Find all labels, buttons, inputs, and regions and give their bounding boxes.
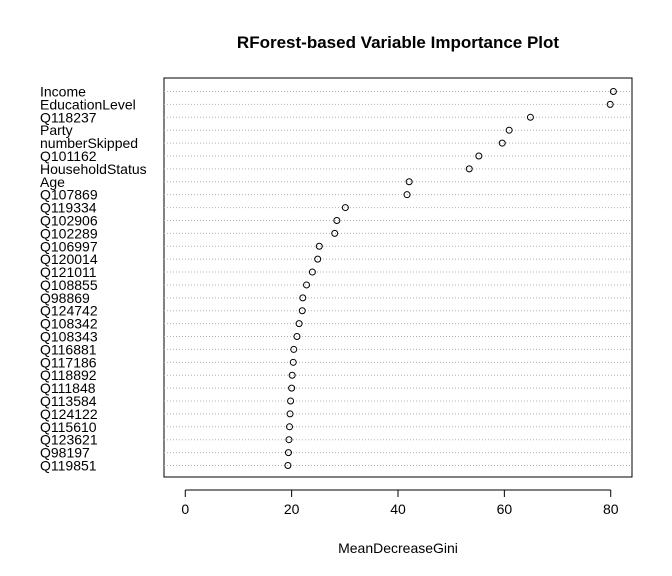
data-point	[526, 113, 534, 121]
data-point	[288, 384, 296, 392]
category-label: Q118892	[40, 367, 97, 383]
category-label: HouseholdStatus	[40, 161, 147, 177]
category-label: Q119851	[40, 458, 97, 474]
category-label: Q115610	[40, 419, 97, 435]
category-label: Q118237	[40, 109, 97, 125]
category-label: Q101162	[40, 148, 97, 164]
data-point	[298, 307, 306, 315]
x-axis: 0 20 40 60 80	[181, 489, 619, 517]
x-tick-label: 40	[390, 501, 406, 517]
category-label: Party	[40, 122, 73, 138]
data-point	[287, 397, 295, 405]
data-point	[293, 333, 301, 341]
data-point	[289, 358, 297, 366]
category-labels: IncomeEducationLevelQ118237PartynumberSk…	[40, 84, 147, 474]
category-label: Q120014	[40, 251, 98, 267]
data-point	[609, 88, 617, 95]
category-label: Q121011	[40, 264, 97, 280]
category-label: Q124742	[40, 303, 98, 319]
category-label: Q119334	[40, 200, 97, 216]
data-point	[505, 126, 513, 134]
data-point	[403, 191, 411, 199]
category-label: numberSkipped	[40, 135, 138, 151]
category-label: EducationLevel	[40, 96, 136, 112]
data-point	[284, 449, 292, 457]
category-label: Age	[40, 174, 65, 190]
x-tick-label: 20	[284, 501, 300, 517]
data-point	[341, 204, 349, 212]
category-label: Q124122	[40, 406, 98, 422]
category-label: Income	[40, 84, 86, 100]
data-point	[288, 371, 296, 379]
category-label: Q107869	[40, 187, 98, 203]
data-point	[303, 281, 311, 289]
category-label: Q116881	[40, 341, 97, 357]
category-label: Q98197	[40, 445, 90, 461]
data-point	[290, 345, 298, 353]
data-point	[606, 100, 614, 108]
chart-title: RForest-based Variable Importance Plot	[237, 33, 559, 52]
category-label: Q123621	[40, 432, 98, 448]
data-point	[286, 410, 294, 418]
category-label: Q102906	[40, 212, 98, 228]
category-label: Q117186	[40, 354, 97, 370]
x-axis-title: MeanDecreaseGini	[338, 540, 458, 556]
data-point	[286, 423, 294, 431]
data-point	[285, 436, 293, 444]
data-point	[331, 229, 339, 237]
category-label: Q108342	[40, 316, 98, 332]
category-label: Q111848	[40, 380, 96, 396]
category-label: Q102289	[40, 225, 98, 241]
data-point	[405, 178, 413, 186]
category-label: Q108343	[40, 329, 98, 345]
plot-frame	[163, 77, 633, 478]
data-point	[299, 294, 307, 302]
grid-lines	[164, 91, 632, 466]
data-point	[315, 242, 323, 250]
category-label: Q98869	[40, 290, 90, 306]
data-point	[333, 216, 341, 224]
category-label: Q108855	[40, 277, 98, 293]
x-tick-label: 80	[603, 501, 619, 517]
data-point	[284, 462, 292, 469]
data-point	[314, 255, 322, 263]
category-label: Q113584	[40, 393, 97, 409]
data-points	[284, 88, 617, 469]
data-point	[308, 268, 316, 276]
x-tick-label: 0	[181, 501, 189, 517]
category-label: Q106997	[40, 238, 98, 254]
data-point	[465, 165, 473, 173]
x-tick-label: 60	[497, 501, 513, 517]
data-point	[295, 320, 303, 328]
data-point	[498, 139, 506, 147]
data-point	[475, 152, 483, 160]
